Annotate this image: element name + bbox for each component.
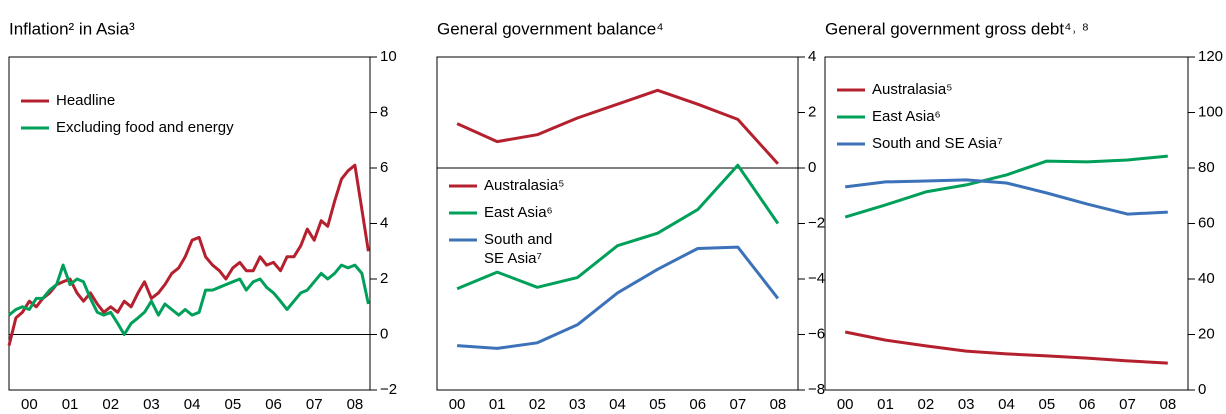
x-tick-label: 08 [347,396,364,413]
y-tick-label: 2 [380,270,388,287]
x-tick-label: 00 [837,396,854,413]
y-tick-label: 0 [380,325,388,342]
chart-title: Inflation² in Asia³ [9,19,135,38]
x-tick-label: 03 [958,396,975,413]
x-tick-label: 07 [1119,396,1136,413]
y-tick-label: 8 [380,103,388,120]
y-tick-label: 40 [1198,270,1215,287]
x-tick-label: 04 [609,396,626,413]
x-tick-label: 01 [877,396,894,413]
y-tick-label: −8 [808,381,825,398]
plot-frame [436,56,799,391]
series-line [456,163,780,291]
legend-label-line: South and [484,231,552,248]
x-tick-label: 01 [489,396,506,413]
x-tick-label: 02 [917,396,934,413]
y-tick-label: −4 [808,270,825,287]
x-tick-label: 04 [998,396,1015,413]
series-line [844,330,1168,365]
x-tick-label: 06 [265,396,282,413]
y-tick-label: −6 [808,325,825,342]
x-tick-label: 03 [143,396,160,413]
x-tick-label: 04 [184,396,201,413]
y-tick-label: 80 [1198,159,1215,176]
x-tick-label: 01 [62,396,79,413]
y-tick-label: 6 [380,159,388,176]
x-tick-label: 02 [529,396,546,413]
x-tick-label: 03 [569,396,586,413]
series-line [845,178,1168,216]
y-tick-label: 20 [1198,325,1215,342]
x-tick-label: 06 [1079,396,1096,413]
legend-label: East Asia⁶ [484,204,553,221]
y-tick-label: 120 [1198,48,1223,65]
series-line [7,163,370,346]
series-line [456,88,780,165]
x-tick-label: 05 [1038,396,1055,413]
y-tick-label: 2 [808,103,816,120]
x-tick-label: 06 [689,396,706,413]
y-tick-label: −2 [808,214,825,231]
legend-label: Australasia⁵ [484,177,564,194]
legend-label: South and SE Asia⁷ [872,135,1003,152]
legend-label: Australasia⁵ [872,81,952,98]
y-tick-label: 4 [808,48,816,65]
y-tick-label: 60 [1198,214,1215,231]
legend-label-line: SE Asia⁷ [484,250,542,267]
legend-label: East Asia⁶ [872,108,941,125]
x-tick-label: 08 [1159,396,1176,413]
y-tick-label: 4 [380,214,388,231]
series-line [844,154,1168,219]
x-tick-label: 07 [306,396,323,413]
y-tick-label: −2 [380,381,397,398]
legend-label: Headline [56,92,115,109]
y-tick-label: 100 [1198,103,1223,120]
y-tick-label: 0 [1198,381,1206,398]
x-tick-label: 08 [770,396,787,413]
x-tick-label: 00 [449,396,466,413]
y-tick-label: 10 [380,48,397,65]
chart-title: General government balance⁴ [437,19,664,38]
y-tick-label: 0 [808,159,816,176]
chart-title: General government gross debt⁴˒ ⁸ [825,19,1089,38]
x-tick-label: 07 [729,396,746,413]
legend-label: South and SE Asia⁷ [484,231,552,267]
x-tick-label: 02 [102,396,119,413]
x-tick-label: 05 [225,396,242,413]
legend-label: Excluding food and energy [56,119,234,136]
x-tick-label: 05 [649,396,666,413]
x-tick-label: 00 [21,396,38,413]
series-line [8,263,370,336]
series-line [456,245,780,350]
